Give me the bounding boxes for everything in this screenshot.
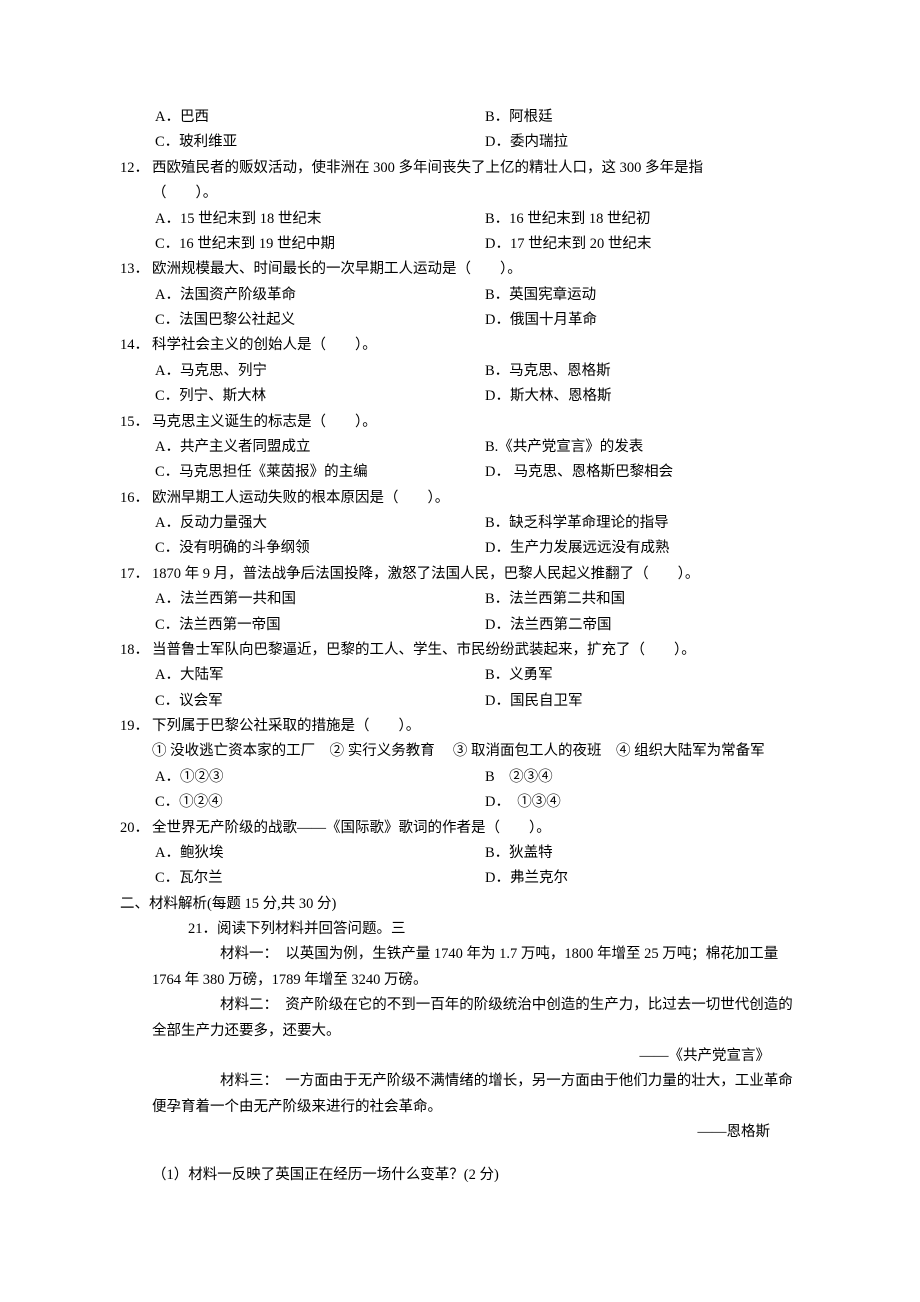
q12-stem2: （ ）。 [120, 181, 800, 206]
q19-stem-row: 19． 下列属于巴黎公社采取的措施是（ ）。 [120, 714, 800, 739]
q17-options-row1: A．法兰西第一共和国 B．法兰西第二共和国 [120, 587, 800, 612]
q18-option-c: C．议会军 [120, 689, 485, 714]
q11-option-a: A．巴西 [120, 105, 485, 130]
q20-option-b: B．狄盖特 [485, 841, 800, 866]
q13-options-row1: A．法国资产阶级革命 B．英国宪章运动 [120, 283, 800, 308]
q16-option-b: B．缺乏科学革命理论的指导 [485, 511, 800, 536]
q14-option-c: C．列宁、斯大林 [120, 384, 485, 409]
q18-stem: 当普鲁士军队向巴黎逼近，巴黎的工人、学生、市民纷纷武装起来，扩充了（ ）。 [152, 638, 800, 663]
q15-options-row1: A．共产主义者同盟成立 B.《共产党宣言》的发表 [120, 435, 800, 460]
q13-option-a: A．法国资产阶级革命 [120, 283, 485, 308]
q18-number: 18． [120, 638, 152, 663]
q17-options-row2: C．法兰西第一帝国 D．法兰西第二帝国 [120, 613, 800, 638]
q19-options-row2: C．①②④ D． ①③④ [120, 790, 800, 815]
q18-option-d: D．国民自卫军 [485, 689, 800, 714]
q17-option-a: A．法兰西第一共和国 [120, 587, 485, 612]
q15-option-b: B.《共产党宣言》的发表 [485, 435, 800, 460]
q13-option-c: C．法国巴黎公社起义 [120, 308, 485, 333]
q19-option-c: C．①②④ [120, 790, 485, 815]
q21-material2-cite: ——《共产党宣言》 [120, 1044, 800, 1069]
q19-items: ① 没收逃亡资本家的工厂 ② 实行义务教育 ③ 取消面包工人的夜班 ④ 组织大陆… [120, 739, 800, 764]
q17-option-d: D．法兰西第二帝国 [485, 613, 800, 638]
q13-option-b: B．英国宪章运动 [485, 283, 800, 308]
q13-options-row2: C．法国巴黎公社起义 D．俄国十月革命 [120, 308, 800, 333]
q18-options-row1: A．大陆军 B．义勇军 [120, 663, 800, 688]
q17-option-b: B．法兰西第二共和国 [485, 587, 800, 612]
q21-subquestion1: （1）材料一反映了英国正在经历一场什么变革？(2 分) [120, 1163, 800, 1188]
q14-options-row1: A．马克思、列宁 B．马克思、恩格斯 [120, 359, 800, 384]
q20-option-c: C．瓦尔兰 [120, 866, 485, 891]
q14-option-b: B．马克思、恩格斯 [485, 359, 800, 384]
q18-option-a: A．大陆军 [120, 663, 485, 688]
spacer [120, 1145, 800, 1163]
q12-option-b: B．16 世纪末到 18 世纪初 [485, 207, 800, 232]
q21-material3-cite: ——恩格斯 [120, 1120, 800, 1145]
q21-material3: 材料三： 一方面由于无产阶级不满情绪的增长，另一方面由于他们力量的壮大，工业革命… [120, 1069, 800, 1120]
q21-material2: 材料二： 资产阶级在它的不到一百年的阶级统治中创造的生产力，比过去一切世代创造的… [120, 993, 800, 1044]
q13-option-d: D．俄国十月革命 [485, 308, 800, 333]
q14-options-row2: C．列宁、斯大林 D．斯大林、恩格斯 [120, 384, 800, 409]
q14-stem-row: 14． 科学社会主义的创始人是（ ）。 [120, 333, 800, 358]
q12-options-row1: A．15 世纪末到 18 世纪末 B．16 世纪末到 18 世纪初 [120, 207, 800, 232]
q21-material1: 材料一： 以英国为例，生铁产量 1740 年为 1.7 万吨，1800 年增至 … [120, 942, 800, 993]
q15-options-row2: C．马克思担任《莱茵报》的主编 D． 马克思、恩格斯巴黎相会 [120, 460, 800, 485]
q16-number: 16． [120, 486, 152, 511]
q16-options-row1: A．反动力量强大 B．缺乏科学革命理论的指导 [120, 511, 800, 536]
q17-number: 17． [120, 562, 152, 587]
q15-option-a: A．共产主义者同盟成立 [120, 435, 485, 460]
q11-option-d: D．委内瑞拉 [485, 130, 800, 155]
q11-options-row1: A．巴西 B．阿根廷 [120, 105, 800, 130]
q14-number: 14． [120, 333, 152, 358]
q17-stem: 1870 年 9 月，普法战争后法国投降，激怒了法国人民，巴黎人民起义推翻了（ … [152, 562, 800, 587]
q16-stem-row: 16． 欧洲早期工人运动失败的根本原因是（ ）。 [120, 486, 800, 511]
q17-option-c: C．法兰西第一帝国 [120, 613, 485, 638]
q18-option-b: B．义勇军 [485, 663, 800, 688]
q12-option-a: A．15 世纪末到 18 世纪末 [120, 207, 485, 232]
q16-stem: 欧洲早期工人运动失败的根本原因是（ ）。 [152, 486, 800, 511]
q18-options-row2: C．议会军 D．国民自卫军 [120, 689, 800, 714]
q19-stem: 下列属于巴黎公社采取的措施是（ ）。 [152, 714, 800, 739]
q16-option-a: A．反动力量强大 [120, 511, 485, 536]
q20-stem: 全世界无产阶级的战歌——《国际歌》歌词的作者是（ ）。 [152, 816, 800, 841]
q20-stem-row: 20． 全世界无产阶级的战歌——《国际歌》歌词的作者是（ ）。 [120, 816, 800, 841]
q19-options-row1: A．①②③ B ②③④ [120, 765, 800, 790]
q11-option-c: C．玻利维亚 [120, 130, 485, 155]
q15-option-d: D． 马克思、恩格斯巴黎相会 [485, 460, 800, 485]
q13-number: 13． [120, 257, 152, 282]
q11-options-row2: C．玻利维亚 D．委内瑞拉 [120, 130, 800, 155]
q11-option-b: B．阿根廷 [485, 105, 800, 130]
q19-option-b: B ②③④ [485, 765, 800, 790]
q21-stem: 21．阅读下列材料并回答问题。三 [120, 917, 800, 942]
q12-options-row2: C．16 世纪末到 19 世纪中期 D．17 世纪末到 20 世纪末 [120, 232, 800, 257]
q13-stem-row: 13． 欧洲规模最大、时间最长的一次早期工人运动是（ ）。 [120, 257, 800, 282]
q12-stem1: 西欧殖民者的贩奴活动，使非洲在 300 多年间丧失了上亿的精壮人口，这 300 … [152, 156, 800, 181]
q17-stem-row: 17． 1870 年 9 月，普法战争后法国投降，激怒了法国人民，巴黎人民起义推… [120, 562, 800, 587]
q15-stem: 马克思主义诞生的标志是（ ）。 [152, 410, 800, 435]
q12-number: 12． [120, 156, 152, 181]
q19-option-a: A．①②③ [120, 765, 485, 790]
q20-number: 20． [120, 816, 152, 841]
q12-stem-row: 12． 西欧殖民者的贩奴活动，使非洲在 300 多年间丧失了上亿的精壮人口，这 … [120, 156, 800, 181]
q13-stem: 欧洲规模最大、时间最长的一次早期工人运动是（ ）。 [152, 257, 800, 282]
q19-number: 19． [120, 714, 152, 739]
q18-stem-row: 18． 当普鲁士军队向巴黎逼近，巴黎的工人、学生、市民纷纷武装起来，扩充了（ ）… [120, 638, 800, 663]
q15-option-c: C．马克思担任《莱茵报》的主编 [120, 460, 485, 485]
q15-number: 15． [120, 410, 152, 435]
q20-option-d: D．弗兰克尔 [485, 866, 800, 891]
q16-option-d: D．生产力发展远远没有成熟 [485, 536, 800, 561]
q14-stem: 科学社会主义的创始人是（ ）。 [152, 333, 800, 358]
q20-options-row1: A．鲍狄埃 B．狄盖特 [120, 841, 800, 866]
q14-option-d: D．斯大林、恩格斯 [485, 384, 800, 409]
section2-title: 二、材料解析(每题 15 分,共 30 分) [120, 892, 800, 917]
q12-option-d: D．17 世纪末到 20 世纪末 [485, 232, 800, 257]
q19-option-d: D． ①③④ [485, 790, 800, 815]
q15-stem-row: 15． 马克思主义诞生的标志是（ ）。 [120, 410, 800, 435]
q20-options-row2: C．瓦尔兰 D．弗兰克尔 [120, 866, 800, 891]
q12-option-c: C．16 世纪末到 19 世纪中期 [120, 232, 485, 257]
q14-option-a: A．马克思、列宁 [120, 359, 485, 384]
q16-option-c: C．没有明确的斗争纲领 [120, 536, 485, 561]
q20-option-a: A．鲍狄埃 [120, 841, 485, 866]
document-page: A．巴西 B．阿根廷 C．玻利维亚 D．委内瑞拉 12． 西欧殖民者的贩奴活动，… [0, 0, 920, 1249]
q16-options-row2: C．没有明确的斗争纲领 D．生产力发展远远没有成熟 [120, 536, 800, 561]
